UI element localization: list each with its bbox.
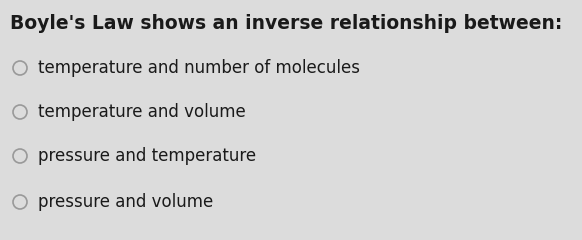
Ellipse shape <box>13 149 27 163</box>
Ellipse shape <box>13 61 27 75</box>
Text: pressure and volume: pressure and volume <box>38 193 213 211</box>
Text: pressure and temperature: pressure and temperature <box>38 147 256 165</box>
Text: temperature and number of molecules: temperature and number of molecules <box>38 59 360 77</box>
Ellipse shape <box>13 105 27 119</box>
Text: temperature and volume: temperature and volume <box>38 103 246 121</box>
Text: Boyle's Law shows an inverse relationship between:: Boyle's Law shows an inverse relationshi… <box>10 14 562 33</box>
Ellipse shape <box>13 195 27 209</box>
